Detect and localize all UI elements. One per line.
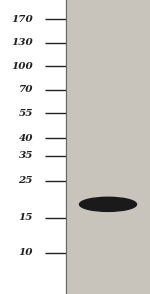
Text: 55: 55 bbox=[18, 109, 33, 118]
Text: 170: 170 bbox=[11, 15, 33, 24]
Text: 100: 100 bbox=[11, 62, 33, 71]
Text: 10: 10 bbox=[18, 248, 33, 257]
Text: 15: 15 bbox=[18, 213, 33, 222]
Text: 70: 70 bbox=[18, 85, 33, 94]
Text: 130: 130 bbox=[11, 38, 33, 47]
Text: 40: 40 bbox=[18, 134, 33, 143]
Text: 25: 25 bbox=[18, 176, 33, 185]
Bar bbox=[66, 0, 150, 294]
Text: 35: 35 bbox=[18, 151, 33, 160]
Ellipse shape bbox=[80, 197, 136, 211]
